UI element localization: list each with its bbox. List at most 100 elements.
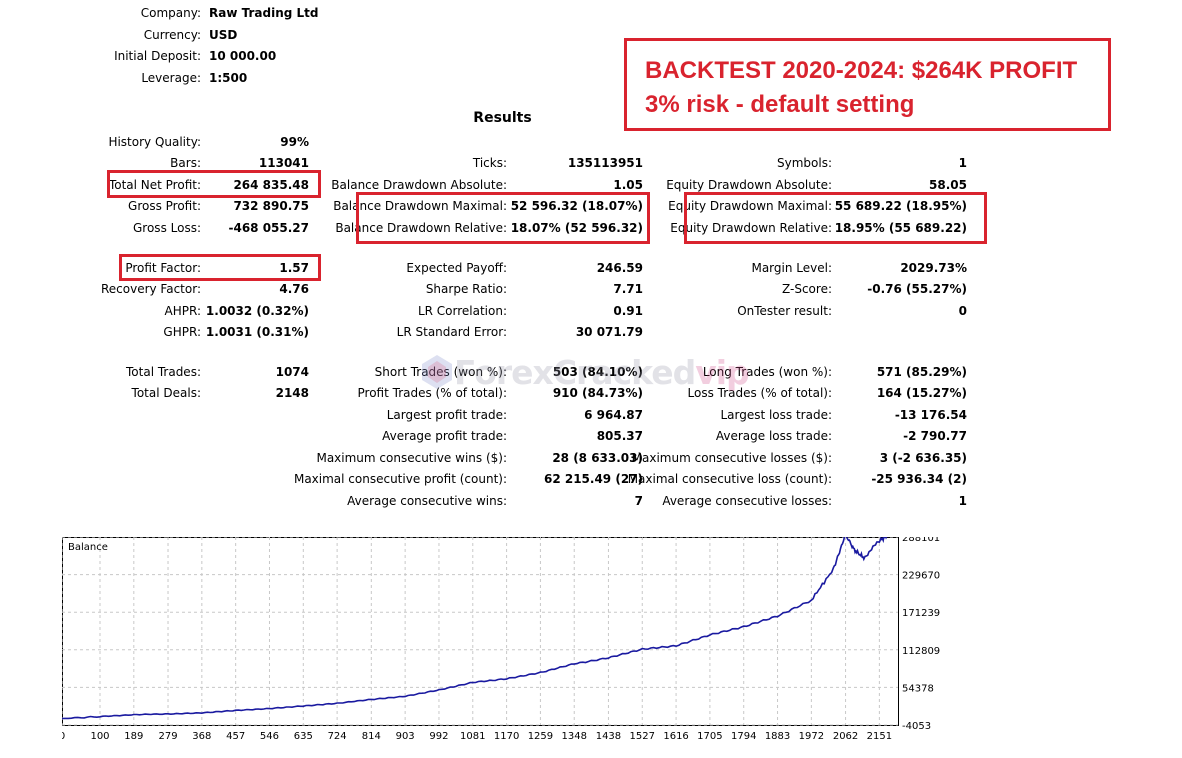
stat-label: Margin Level: [751, 261, 832, 275]
x-tick-label: 724 [328, 731, 347, 742]
stat-value: 1074 [275, 365, 309, 379]
stat-label: Total Net Profit: [108, 178, 201, 192]
header-value: 1:500 [209, 71, 248, 85]
stat-label: Gross Profit: [128, 199, 201, 213]
y-tick-label: -4053 [902, 721, 931, 732]
stat-value: 7 [634, 494, 643, 508]
x-tick-label: 814 [362, 731, 381, 742]
stat-label: Largest loss trade: [720, 408, 832, 422]
stat-label: Z-Score: [782, 282, 832, 296]
x-tick-label: 1972 [799, 731, 824, 742]
balance-chart-svg: 288101 229670 171239 112809 54378 -4053 0 100 18… [59, 531, 940, 742]
stat-label: Loss Trades (% of total): [687, 386, 833, 400]
x-tick-label: 189 [124, 731, 143, 742]
stat-value: 4.76 [279, 282, 309, 296]
y-tick-label: 229670 [902, 571, 940, 582]
stat-label: Short Trades (won %): [374, 365, 507, 379]
stat-value: -2 790.77 [903, 429, 967, 443]
header-label: Currency: [143, 28, 201, 42]
x-tick-label: 1438 [596, 731, 621, 742]
stat-label: Maximum consecutive losses ($): [631, 451, 832, 465]
x-tick-label: 1170 [494, 731, 519, 742]
highlight-profit-factor [119, 254, 321, 281]
stat-value: 1.57 [279, 261, 309, 275]
x-tick-label: 903 [396, 731, 415, 742]
stat-value: 571 (85.29%) [876, 365, 967, 379]
stat-label: Sharpe Ratio: [425, 282, 507, 296]
watermark-logo-icon [422, 355, 452, 389]
stat-label: Recovery Factor: [100, 282, 201, 296]
x-tick-label: 992 [429, 731, 448, 742]
x-tick-label: 1527 [630, 731, 655, 742]
stat-label: AHPR: [164, 304, 201, 318]
header-label: Initial Deposit: [114, 49, 201, 63]
promo-line-1: BACKTEST 2020-2024: $264K PROFIT [645, 57, 1078, 84]
stat-value: 113041 [258, 156, 309, 170]
stat-value: -0.76 (55.27%) [867, 282, 967, 296]
stat-value: 6 964.87 [584, 408, 643, 422]
header-label: Company: [140, 6, 201, 20]
stat-label: Gross Loss: [133, 221, 201, 235]
chart-frame [62, 537, 899, 726]
x-tick-label: 279 [158, 731, 177, 742]
watermark: ForexCrackedvip [420, 350, 750, 394]
x-tick-label: 546 [260, 731, 279, 742]
stat-value: 1.05 [613, 178, 643, 192]
highlight-net-profit [107, 170, 321, 198]
results-title: Results [473, 110, 532, 126]
stat-label: Balance Drawdown Relative: [335, 221, 507, 235]
x-tick-label: 2062 [833, 731, 858, 742]
stat-label: Largest profit trade: [386, 408, 507, 422]
stat-value: 30 071.79 [575, 325, 643, 339]
stat-label: Average profit trade: [382, 429, 507, 443]
stat-value: 732 890.75 [233, 199, 309, 213]
stat-value: 28 (8 633.03) [552, 451, 643, 465]
stat-label: Symbols: [777, 156, 832, 170]
y-tick-label: 288101 [902, 537, 940, 544]
x-tick-label: 1259 [528, 731, 553, 742]
stat-value: 135113951 [567, 156, 643, 170]
stat-label: Total Deals: [131, 386, 201, 400]
stat-label: Average loss trade: [715, 429, 832, 443]
stat-value: 0.91 [613, 304, 643, 318]
x-tick-label: 635 [294, 731, 313, 742]
stat-label: History Quality: [108, 135, 201, 149]
stat-value: 910 (84.73%) [552, 386, 643, 400]
stat-value: -13 176.54 [894, 408, 967, 422]
x-tick-label: 2151 [867, 731, 892, 742]
stat-value: 264 835.48 [233, 178, 309, 192]
stat-value: 99% [280, 135, 309, 149]
stat-label: Long Trades (won %): [702, 365, 832, 379]
stat-value: 7.71 [613, 282, 643, 296]
stat-label: Equity Drawdown Relative: [670, 221, 832, 235]
x-tick-label: 368 [192, 731, 211, 742]
balance-series-line [61, 531, 890, 720]
promo-line-2: 3% risk - default setting [645, 91, 915, 118]
stat-value: 2148 [275, 386, 309, 400]
stat-value: 503 (84.10%) [552, 365, 643, 379]
stat-value: 3 (-2 636.35) [879, 451, 967, 465]
stat-label: Average consecutive losses: [662, 494, 832, 508]
stat-value: 62 215.49 (27) [543, 472, 643, 486]
x-tick-label: 1348 [562, 731, 587, 742]
stat-value: 2029.73% [900, 261, 967, 275]
x-tick-label: 1081 [460, 731, 485, 742]
stat-label: Equity Drawdown Absolute: [666, 178, 832, 192]
stat-label: LR Standard Error: [396, 325, 507, 339]
stat-value: 1.0031 (0.31%) [205, 325, 309, 339]
promo-banner: BACKTEST 2020-2024: $264K PROFIT 3% risk… [624, 38, 1111, 131]
balance-chart: 288101 229670 171239 112809 54378 -4053 0 100 18… [59, 531, 942, 751]
x-tick-label: 1616 [663, 731, 688, 742]
stat-label: Equity Drawdown Maximal: [668, 199, 832, 213]
header-value: 10 000.00 [209, 49, 277, 63]
x-tick-label: 457 [226, 731, 245, 742]
stat-value: 55 689.22 (18.95%) [834, 199, 967, 213]
stat-label: LR Correlation: [417, 304, 507, 318]
stat-label: Expected Payoff: [406, 261, 507, 275]
header-value: USD [209, 28, 238, 42]
header-label: Leverage: [141, 71, 201, 85]
stat-value: 0 [958, 304, 967, 318]
stat-label: Maximal consecutive loss (count): [627, 472, 832, 486]
stat-value: 805.37 [596, 429, 643, 443]
stat-value: 1 [958, 156, 967, 170]
